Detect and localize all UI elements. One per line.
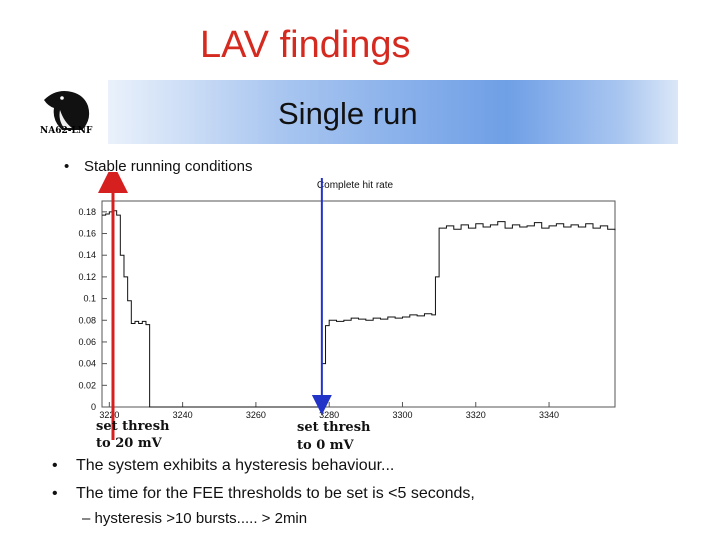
x-tick-label: 3320 (466, 410, 486, 420)
x-tick-label: 3220 (99, 410, 119, 420)
y-tick-label: 0.18 (78, 207, 96, 217)
y-tick-label: 0.14 (78, 250, 96, 260)
bullet-stable-text: Stable running conditions (84, 158, 253, 175)
blue-annotation-line1: set thresh (297, 420, 371, 435)
sub-bullet-marker: – (82, 510, 91, 527)
y-tick-label: 0.06 (78, 337, 96, 347)
bullet-fee-time: • The time for the FEE thresholds to be s… (52, 485, 475, 503)
y-tick-label: 0.08 (78, 315, 96, 325)
y-tick-label: 0 (91, 402, 96, 412)
sub-bullet-hysteresis: – hysteresis >10 bursts..... > 2min (82, 510, 307, 527)
blue-annotation-line2: to 0 mV (297, 438, 355, 453)
plot-frame (101, 200, 616, 408)
x-tick-label: 3340 (539, 410, 559, 420)
penguin-logo-icon (44, 91, 90, 130)
red-annotation-line1: set thresh (96, 419, 170, 434)
y-tick-label: 0.02 (78, 380, 96, 390)
red-annotation-line2: to 20 mV (96, 436, 163, 451)
title-banner (108, 80, 678, 144)
bullet-marker: • (52, 457, 58, 474)
bullet-fee-time-text: The time for the FEE thresholds to be se… (76, 485, 475, 502)
chart-title: Complete hit rate (317, 180, 394, 191)
bullet-stable: • Stable running conditions (64, 158, 252, 175)
hit-rate-line (102, 210, 616, 408)
sub-bullet-text: hysteresis >10 bursts..... > 2min (94, 510, 308, 527)
y-tick-label: 0.04 (78, 359, 96, 369)
banner-title: Single run (278, 96, 418, 131)
bullet-hysteresis-text: The system exhibits a hysteresis behavio… (76, 457, 395, 474)
bullet-hysteresis: • The system exhibits a hysteresis behavi… (52, 457, 394, 475)
hit-rate-chart: Complete hit rate 0 0.02 0.04 0.06 0.08 0.1 0.… (78, 172, 616, 453)
logo-text: NA62-LNF (40, 126, 93, 136)
y-tick-label: 0.1 (83, 294, 96, 304)
bullet-marker: • (64, 158, 70, 175)
x-tick-label: 3260 (246, 410, 266, 420)
y-tick-label: 0.16 (78, 229, 96, 239)
slide-title: LAV findings (200, 24, 411, 66)
x-tick-label: 3300 (392, 410, 412, 420)
y-tick-label: 0.12 (78, 272, 96, 282)
bullet-marker: • (52, 485, 58, 502)
x-tick-label: 3240 (173, 410, 193, 420)
x-tick-label: 3280 (319, 410, 339, 420)
